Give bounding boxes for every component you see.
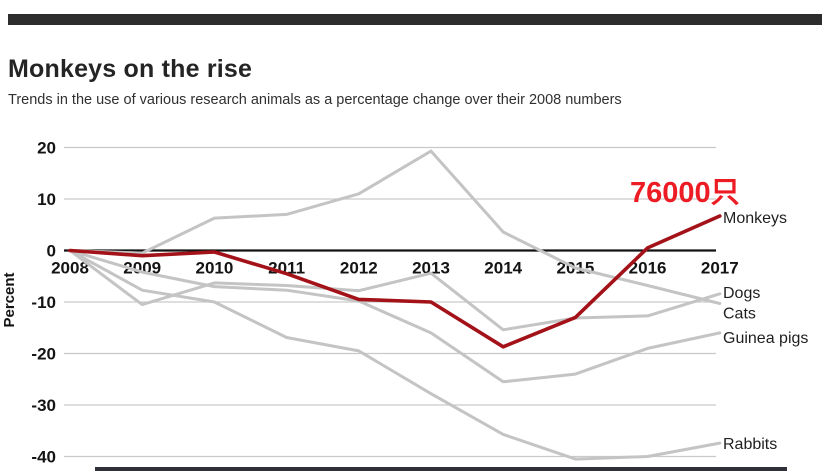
y-tick-label--40: -40 bbox=[31, 448, 56, 467]
chart-subtitle: Trends in the use of various research an… bbox=[8, 92, 622, 108]
y-tick-label--30: -30 bbox=[31, 396, 56, 415]
series-label-dogs: Dogs bbox=[723, 285, 760, 302]
series-label-guinea-pigs: Guinea pigs bbox=[723, 330, 808, 347]
x-tick-label-2013: 2013 bbox=[412, 259, 450, 278]
y-tick-label-10: 10 bbox=[37, 190, 56, 209]
y-tick-label--10: -10 bbox=[31, 293, 56, 312]
series-label-monkeys: Monkeys bbox=[723, 210, 787, 227]
x-tick-label-2008: 2008 bbox=[51, 259, 89, 278]
x-tick-label-2017: 2017 bbox=[701, 259, 739, 278]
x-tick-label-2014: 2014 bbox=[484, 259, 522, 278]
series-line-monkeys bbox=[68, 214, 722, 349]
page-title: Monkeys on the rise bbox=[8, 54, 253, 83]
x-tick-label-2010: 2010 bbox=[195, 259, 233, 278]
series-line-dogs bbox=[68, 249, 722, 332]
series-label-rabbits: Rabbits bbox=[723, 436, 777, 453]
x-tick-label-2016: 2016 bbox=[629, 259, 667, 278]
y-tick-label--20: -20 bbox=[31, 345, 56, 364]
y-axis-title: Percent bbox=[1, 272, 18, 327]
bottom-accent-bar bbox=[95, 467, 787, 471]
top-accent-bar bbox=[8, 14, 822, 25]
series-line-cats bbox=[68, 149, 722, 305]
series-line-rabbits bbox=[68, 249, 722, 461]
x-tick-label-2012: 2012 bbox=[340, 259, 378, 278]
y-tick-label-0: 0 bbox=[47, 242, 56, 261]
y-tick-label-20: 20 bbox=[37, 139, 56, 158]
series-line-guinea-pigs bbox=[68, 249, 722, 384]
series-label-cats: Cats bbox=[723, 306, 756, 323]
annotation-count: 76000只 bbox=[630, 177, 740, 209]
